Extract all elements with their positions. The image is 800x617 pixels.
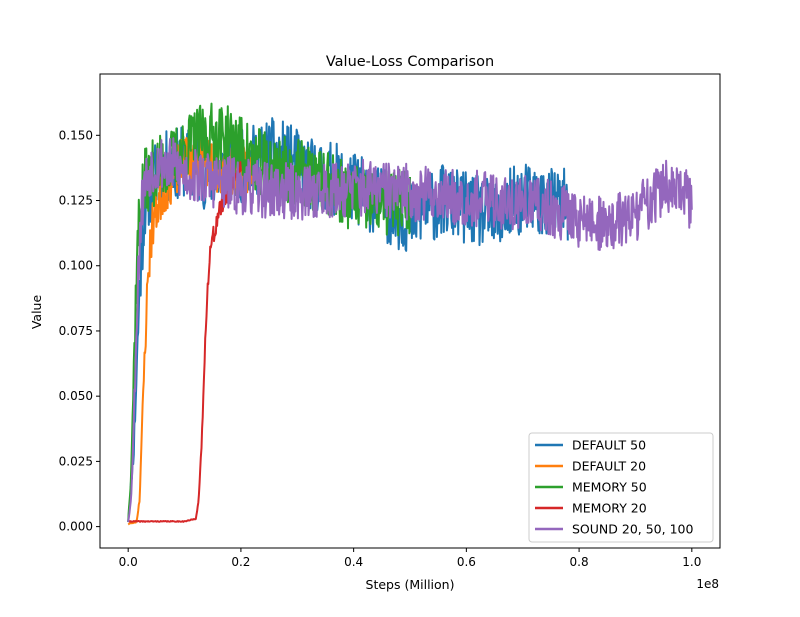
legend-entry-label: MEMORY 50 xyxy=(572,480,647,495)
y-tick-label: 0.000 xyxy=(59,520,93,534)
legend-entry-label: DEFAULT 50 xyxy=(572,438,646,453)
chart-title: Value-Loss Comparison xyxy=(326,54,494,70)
y-tick-label: 0.125 xyxy=(59,194,93,208)
y-tick-label: 0.100 xyxy=(59,259,93,273)
x-tick-label: 1.0 xyxy=(682,555,701,569)
x-tick-label: 0.4 xyxy=(344,555,363,569)
legend: DEFAULT 50 DEFAULT 20 MEMORY 50 MEMORY 20 SO… xyxy=(528,432,714,543)
x-tick-label: 0.2 xyxy=(231,555,250,569)
axes-frame xyxy=(99,73,721,549)
y-tick-label: 0.075 xyxy=(59,324,93,338)
legend-entry-label: DEFAULT 20 xyxy=(572,459,646,474)
x-axis-offset-label: 1e8 xyxy=(696,577,719,591)
y-tick-label: 0.150 xyxy=(59,128,93,142)
y-tick-label: 0.025 xyxy=(59,454,93,468)
series-line-4 xyxy=(127,137,693,523)
x-tick-label: 0.8 xyxy=(570,555,589,569)
x-axis: 0.0 0.2 0.4 0.6 0.8 1.0 xyxy=(119,548,701,569)
y-axis-label: Value xyxy=(29,295,44,330)
x-axis-label: Steps (Million) xyxy=(366,577,455,592)
y-axis: 0.000 0.025 0.050 0.075 0.100 0.125 0.150 xyxy=(59,128,100,534)
y-tick-label: 0.050 xyxy=(59,389,93,403)
legend-box xyxy=(528,432,714,543)
series-lines xyxy=(127,102,693,526)
x-tick-label: 0.6 xyxy=(457,555,476,569)
legend-entry-label: SOUND 20, 50, 100 xyxy=(572,522,693,537)
legend-entry-label: MEMORY 20 xyxy=(572,501,647,516)
x-tick-label: 0.0 xyxy=(119,555,138,569)
